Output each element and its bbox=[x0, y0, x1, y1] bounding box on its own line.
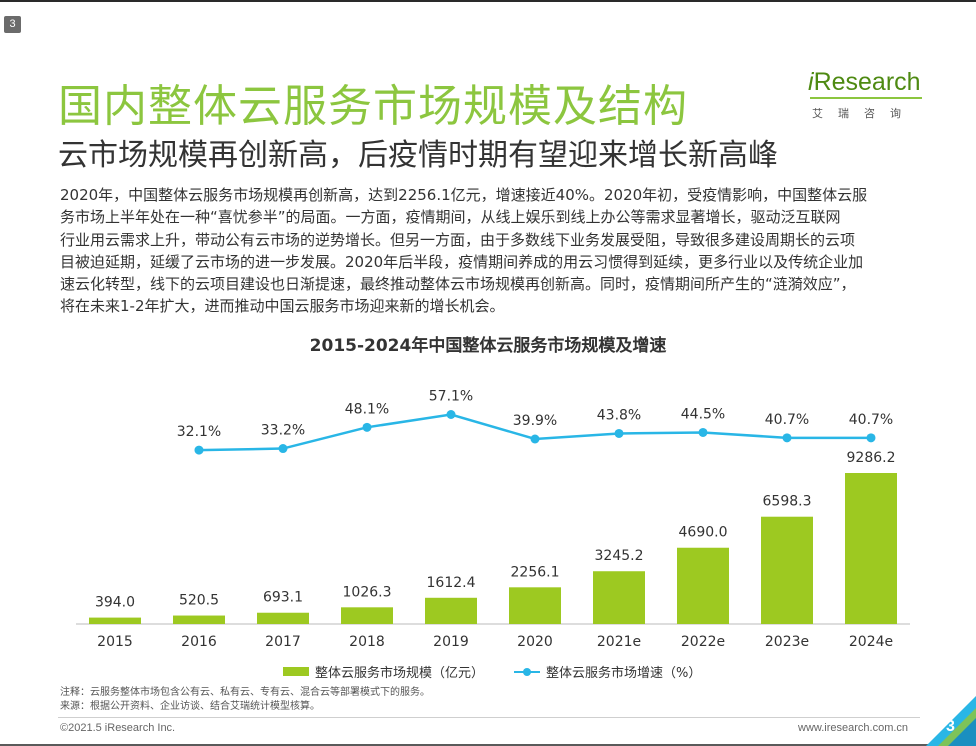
bar-value-label: 394.0 bbox=[95, 595, 135, 611]
category-tick-label: 2021e bbox=[597, 634, 641, 650]
growth-value-label: 32.1% bbox=[177, 424, 221, 440]
corner-decoration bbox=[926, 696, 976, 746]
category-tick-label: 2022e bbox=[681, 634, 725, 650]
growth-point bbox=[782, 433, 792, 443]
body-line: 速云化转型，线下的云项目建设也日渐提速，最终推动整体云市场规模再创新高。同时，疫… bbox=[60, 275, 856, 294]
category-tick-label: 2016 bbox=[181, 634, 217, 650]
bar-value-label: 9286.2 bbox=[847, 450, 896, 466]
bar-value-label: 1026.3 bbox=[343, 584, 392, 600]
growth-point bbox=[362, 422, 372, 432]
bar-value-label: 2256.1 bbox=[511, 564, 560, 580]
bar-value-label: 4690.0 bbox=[679, 525, 728, 541]
growth-value-label: 40.7% bbox=[849, 412, 893, 428]
growth-point bbox=[446, 410, 456, 419]
logo-underline bbox=[810, 97, 922, 99]
body-line: 2020年，中国整体云服务市场规模再创新高，达到2256.1亿元，增速接近40%… bbox=[60, 186, 868, 204]
legend-line-swatch bbox=[514, 666, 540, 678]
bar-value-label: 1612.4 bbox=[427, 575, 476, 591]
footer-website: www.iresearch.com.cn bbox=[798, 722, 909, 734]
source-line: 来源：根据公开资料、企业访谈、结合艾瑞统计模型核算。 bbox=[60, 701, 320, 712]
category-tick-label: 2023e bbox=[765, 634, 809, 650]
category-tick-label: 2017 bbox=[265, 634, 301, 650]
bar bbox=[425, 597, 477, 624]
category-tick-label: 2019 bbox=[433, 634, 469, 650]
bar bbox=[341, 607, 393, 624]
bar bbox=[593, 571, 645, 624]
growth-value-label: 40.7% bbox=[765, 412, 809, 428]
growth-value-label: 44.5% bbox=[681, 406, 725, 422]
logo-subtitle: 艾瑞咨询 bbox=[812, 108, 916, 120]
bar-value-label: 3245.2 bbox=[595, 548, 644, 564]
growth-point bbox=[614, 428, 624, 438]
body-line: 行业用云需求上升，带动公有云市场的逆势增长。但另一方面，由于多数线下业务发展受阻… bbox=[60, 230, 856, 249]
bar-value-label: 6598.3 bbox=[763, 494, 812, 510]
page-number: 3 bbox=[946, 718, 955, 735]
page-badge: 3 bbox=[4, 16, 21, 33]
category-tick-label: 2020 bbox=[517, 634, 553, 650]
footer-divider bbox=[58, 717, 920, 718]
chart-title: 2015-2024年中国整体云服务市场规模及增速 bbox=[309, 336, 667, 356]
body-paragraph: 2020年，中国整体云服务市场规模再创新高，达到2256.1亿元，增速接近40%… bbox=[60, 184, 942, 318]
growth-value-label: 48.1% bbox=[345, 401, 389, 417]
growth-point bbox=[866, 433, 876, 443]
growth-value-label: 39.9% bbox=[513, 413, 557, 429]
bar bbox=[257, 612, 309, 624]
bar bbox=[89, 617, 141, 624]
logo-prefix: i bbox=[808, 68, 814, 96]
bar bbox=[509, 587, 561, 624]
category-tick-label: 2018 bbox=[349, 634, 385, 650]
growth-point bbox=[194, 445, 204, 455]
category-tick-label: 2015 bbox=[97, 634, 133, 650]
logo-text: iResearch bbox=[808, 68, 921, 97]
body-line: 务市场上半年处在一种“喜忧参半”的局面。一方面，疫情期间，从线上娱乐到线上办公等… bbox=[60, 208, 841, 227]
notes: 注释：云服务整体市场包含公有云、私有云、专有云、混合云等部署模式下的服务。 来源… bbox=[60, 686, 430, 714]
bar-value-label: 693.1 bbox=[263, 590, 303, 606]
legend-line-label: 整体云服务市场增速（%） bbox=[546, 666, 702, 681]
page-subtitle: 云市场规模再创新高，后疫情时期有望迎来增长新高峰 bbox=[58, 138, 778, 173]
body-line: 将在未来1-2年扩大，进而推动中国云服务市场迎来新的增长机会。 bbox=[60, 297, 505, 316]
growth-point bbox=[530, 434, 540, 444]
legend-item-bar: 整体云服务市场规模（亿元） bbox=[283, 662, 484, 681]
growth-value-label: 33.2% bbox=[261, 423, 305, 439]
legend-bar-swatch bbox=[283, 667, 309, 676]
footer-copyright: ©2021.5 iResearch Inc. bbox=[60, 722, 176, 734]
growth-value-label: 43.8% bbox=[597, 407, 641, 423]
growth-value-label: 57.1% bbox=[429, 389, 473, 405]
iresearch-logo: iResearch 艾瑞咨询 bbox=[808, 68, 926, 124]
bar bbox=[677, 547, 729, 624]
bar bbox=[761, 516, 813, 624]
legend-bar-label: 整体云服务市场规模（亿元） bbox=[315, 666, 485, 681]
category-tick-label: 2024e bbox=[849, 634, 893, 650]
note-line: 注释：云服务整体市场包含公有云、私有云、专有云、混合云等部署模式下的服务。 bbox=[60, 687, 430, 698]
bar bbox=[173, 615, 225, 624]
growth-point bbox=[698, 427, 708, 437]
bar bbox=[845, 473, 897, 624]
growth-point bbox=[278, 444, 288, 454]
body-line: 目被迫延期，延缓了云市场的进一步发展。2020年后半段，疫情期间养成的用云习惯得… bbox=[60, 252, 864, 271]
logo-main: Research bbox=[813, 68, 921, 96]
bar-value-label: 520.5 bbox=[179, 593, 219, 609]
page-title: 国内整体云服务市场规模及结构 bbox=[58, 81, 688, 132]
legend-item-line: 整体云服务市场增速（%） bbox=[514, 662, 701, 681]
